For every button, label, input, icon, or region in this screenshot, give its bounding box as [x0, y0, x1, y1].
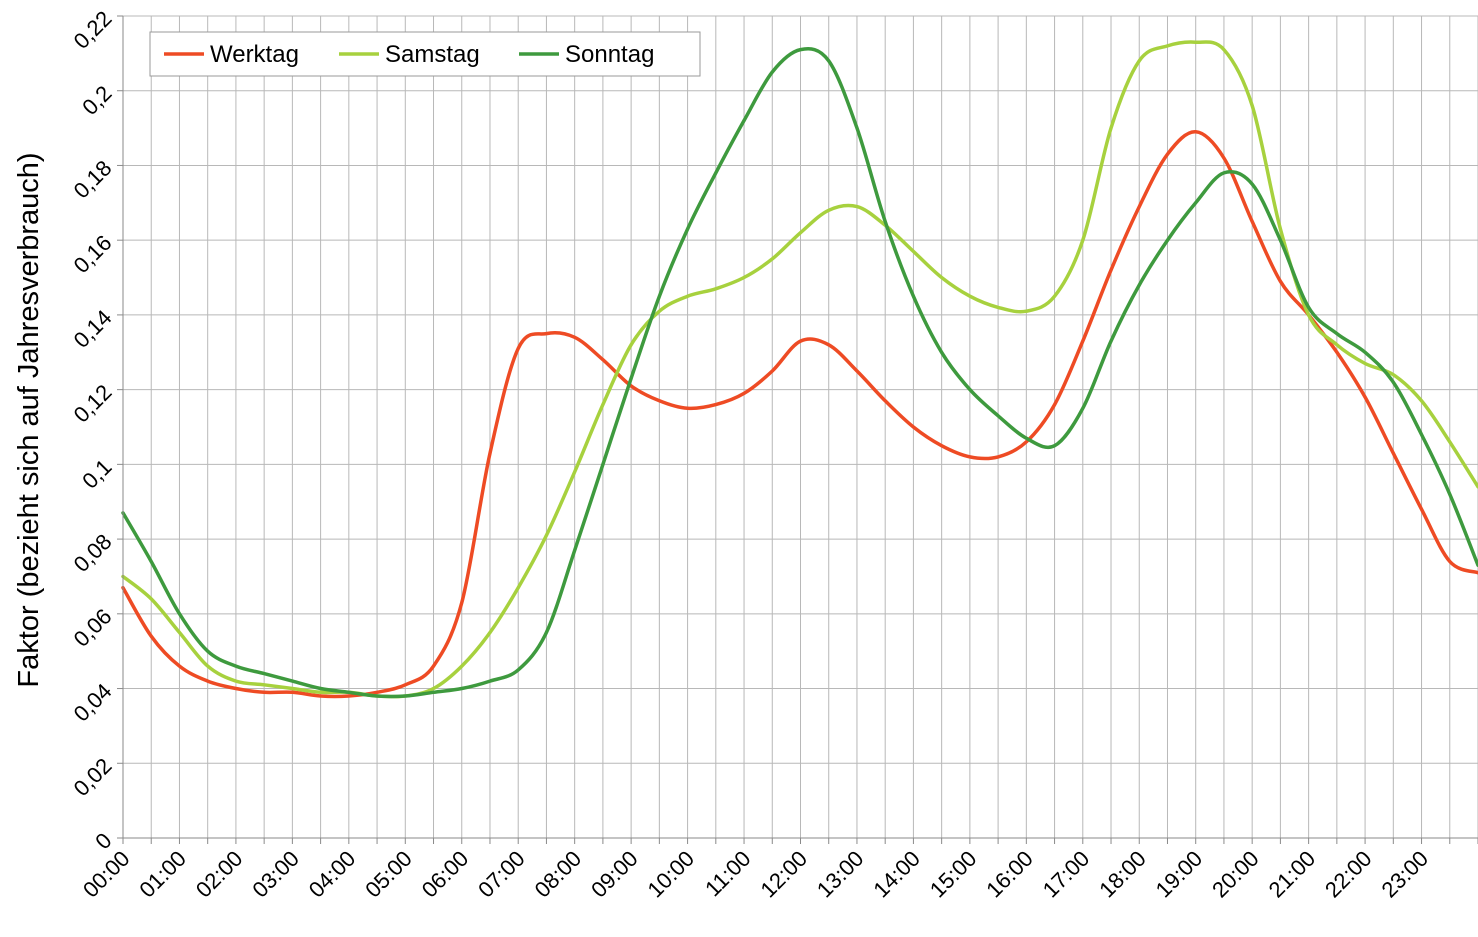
y-tick-label: 0,16 — [69, 230, 117, 278]
legend-label-werktag: Werktag — [210, 41, 299, 68]
y-tick-label: 0,06 — [69, 604, 117, 652]
x-tick-label: 19:00 — [1151, 846, 1208, 903]
grid — [122, 15, 1478, 839]
x-tick-label: 05:00 — [360, 846, 417, 903]
legend-label-sonntag: Sonntag — [565, 41, 654, 68]
x-tick-label: 01:00 — [134, 846, 191, 903]
series-line-sonntag — [121, 47, 1478, 699]
y-tick-label: 0,18 — [69, 155, 117, 203]
series-line-werktag — [121, 130, 1478, 699]
x-tick-label: 06:00 — [417, 846, 474, 903]
x-tick-label: 00:00 — [78, 846, 135, 903]
x-tick-label: 13:00 — [812, 846, 869, 903]
x-tick-label: 02:00 — [191, 846, 248, 903]
y-tick-label: 0,12 — [69, 379, 117, 427]
y-tick-label: 0,02 — [69, 753, 117, 801]
x-tick-label: 07:00 — [473, 846, 530, 903]
x-tick-label: 10:00 — [643, 846, 700, 903]
x-tick-label: 18:00 — [1094, 846, 1151, 903]
x-tick-label: 15:00 — [925, 846, 982, 903]
x-tick-label: 23:00 — [1376, 846, 1433, 903]
y-tick-label: 0,08 — [69, 529, 117, 577]
x-tick-label: 16:00 — [981, 846, 1038, 903]
x-tick-label: 04:00 — [304, 846, 361, 903]
y-tick-label: 0,2 — [77, 81, 116, 120]
x-tick-label: 09:00 — [586, 846, 643, 903]
x-tick-label: 08:00 — [530, 846, 587, 903]
x-tick-label: 21:00 — [1264, 846, 1321, 903]
legend: Werktag Samstag Sonntag — [149, 31, 701, 77]
series-lines — [121, 40, 1478, 699]
x-tick-label: 12:00 — [755, 846, 812, 903]
x-tick-label: 22:00 — [1320, 846, 1377, 903]
x-tick-label: 03:00 — [247, 846, 304, 903]
y-tick-label: 0,1 — [77, 454, 116, 493]
x-tick-label: 11:00 — [700, 846, 755, 901]
x-tick-label: 20:00 — [1207, 846, 1264, 903]
y-tick-label: 0,04 — [69, 678, 117, 726]
x-tick-label: 14:00 — [868, 846, 925, 903]
y-tick-label: 0,22 — [69, 6, 117, 54]
y-axis-title: Faktor (bezieht sich auf Jahresverbrauch… — [13, 152, 45, 687]
y-tick-label: 0,14 — [69, 305, 117, 353]
x-tick-label: 17:00 — [1038, 846, 1095, 903]
legend-label-samstag: Samstag — [385, 41, 480, 68]
legend-box — [149, 31, 701, 77]
